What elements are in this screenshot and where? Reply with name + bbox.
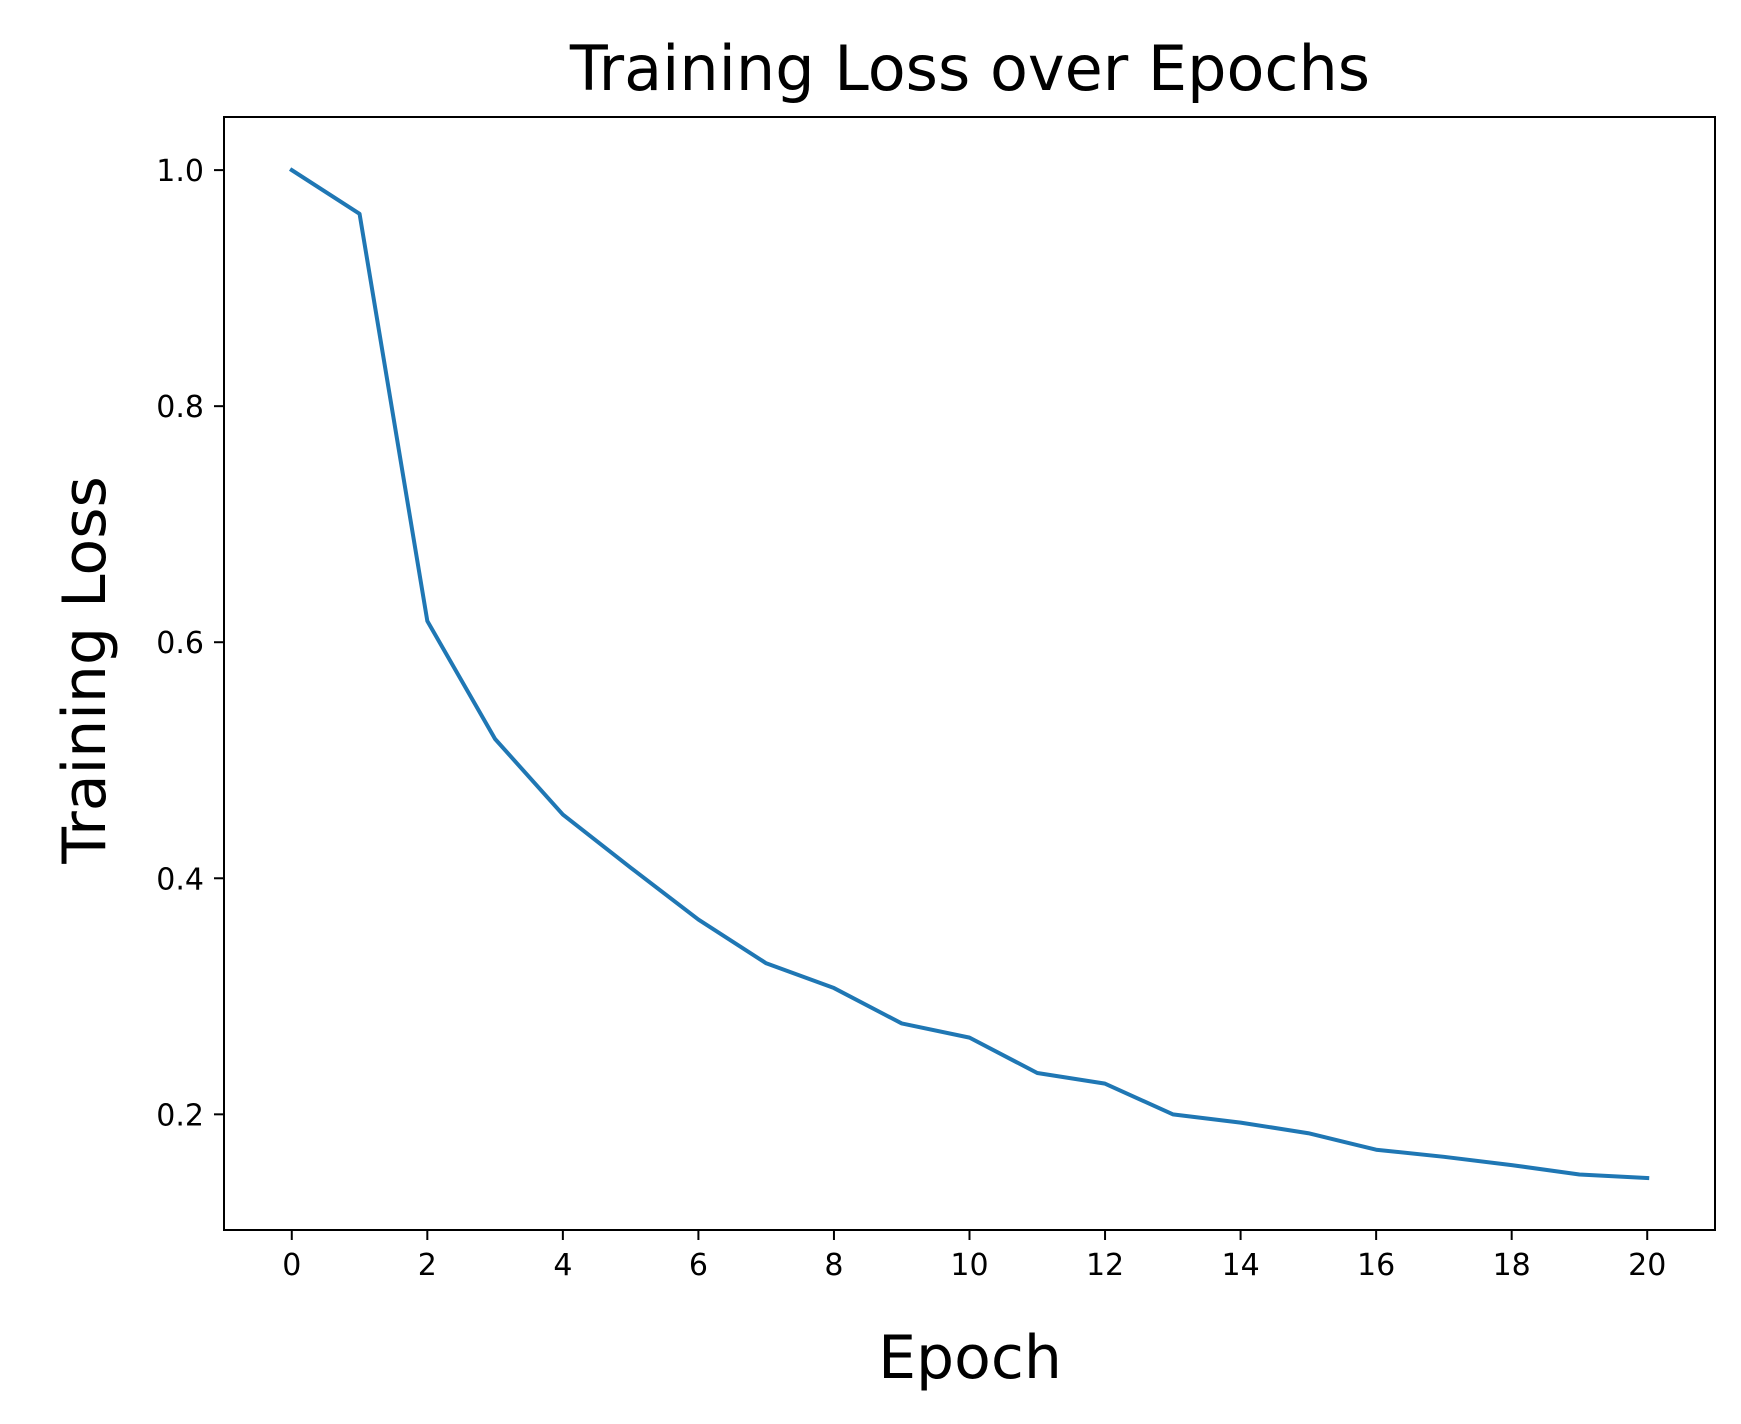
y-tick-label: 0.6 bbox=[156, 626, 204, 661]
x-tick-label: 10 bbox=[950, 1248, 988, 1283]
y-tick-label: 0.8 bbox=[156, 390, 204, 425]
plot-frame bbox=[223, 116, 1716, 1231]
x-axis-label: Epoch bbox=[878, 1323, 1062, 1393]
series-line-0 bbox=[289, 167, 1650, 1181]
x-tick-label: 0 bbox=[282, 1248, 301, 1283]
x-tick-label: 8 bbox=[824, 1248, 843, 1283]
y-tick-label: 0.4 bbox=[156, 862, 204, 897]
x-tick-label: 2 bbox=[418, 1248, 437, 1283]
chart-title: Training Loss over Epochs bbox=[569, 32, 1370, 105]
y-tick-label: 0.2 bbox=[156, 1098, 204, 1133]
x-tick-label: 6 bbox=[689, 1248, 708, 1283]
x-tick-label: 14 bbox=[1221, 1248, 1259, 1283]
x-tick-label: 18 bbox=[1493, 1248, 1531, 1283]
x-tick-label: 16 bbox=[1357, 1248, 1395, 1283]
x-tick-label: 20 bbox=[1628, 1248, 1666, 1283]
y-axis-label: Training Loss bbox=[50, 476, 120, 864]
x-tick-label: 4 bbox=[553, 1248, 572, 1283]
y-tick-label: 1.0 bbox=[156, 154, 204, 189]
x-tick-label: 12 bbox=[1086, 1248, 1124, 1283]
